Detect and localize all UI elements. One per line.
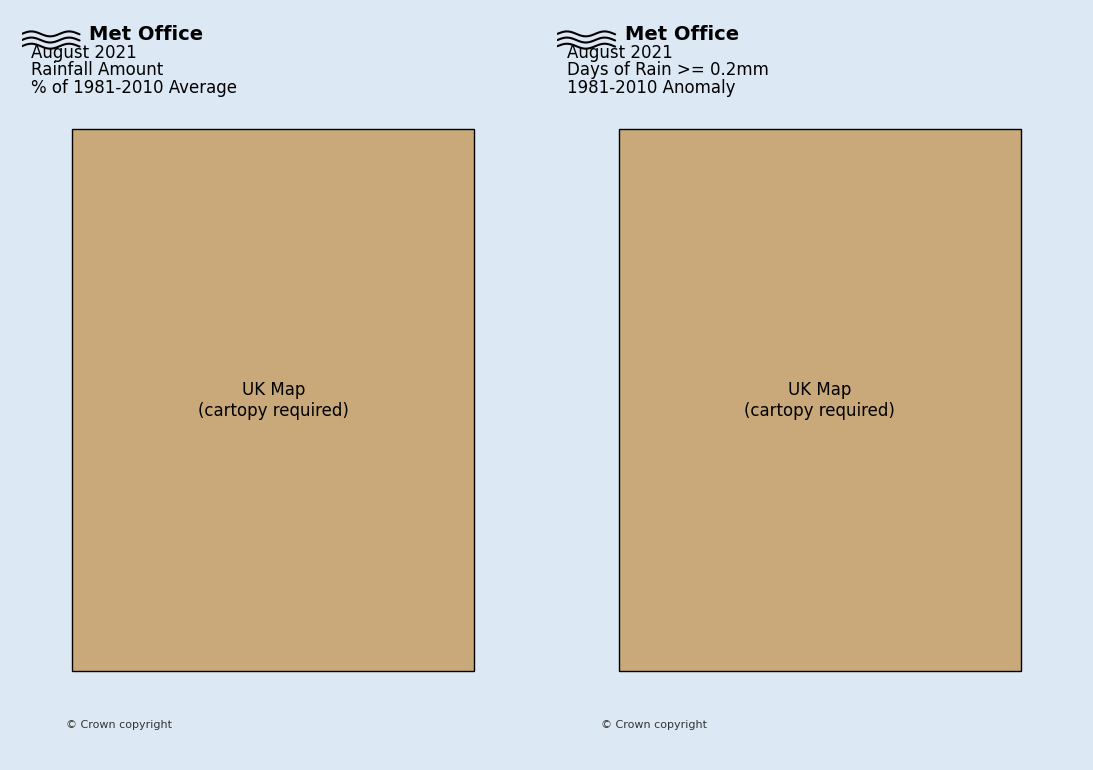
Text: % of 1981-2010 Average: % of 1981-2010 Average bbox=[32, 79, 237, 97]
Text: © Crown copyright: © Crown copyright bbox=[66, 720, 172, 730]
Text: UK Map
(cartopy required): UK Map (cartopy required) bbox=[198, 381, 349, 420]
Text: 1981-2010 Anomaly: 1981-2010 Anomaly bbox=[567, 79, 736, 97]
Text: August 2021: August 2021 bbox=[32, 44, 138, 62]
Text: UK Map
(cartopy required): UK Map (cartopy required) bbox=[744, 381, 895, 420]
Text: August 2021: August 2021 bbox=[567, 44, 673, 62]
Text: © Crown copyright: © Crown copyright bbox=[601, 720, 707, 730]
Text: Days of Rain >= 0.2mm: Days of Rain >= 0.2mm bbox=[567, 62, 768, 79]
Text: Rainfall Amount: Rainfall Amount bbox=[32, 62, 164, 79]
Text: Met Office: Met Office bbox=[625, 25, 739, 44]
Bar bbox=[619, 129, 1021, 671]
Bar bbox=[72, 129, 474, 671]
Text: Met Office: Met Office bbox=[90, 25, 203, 44]
